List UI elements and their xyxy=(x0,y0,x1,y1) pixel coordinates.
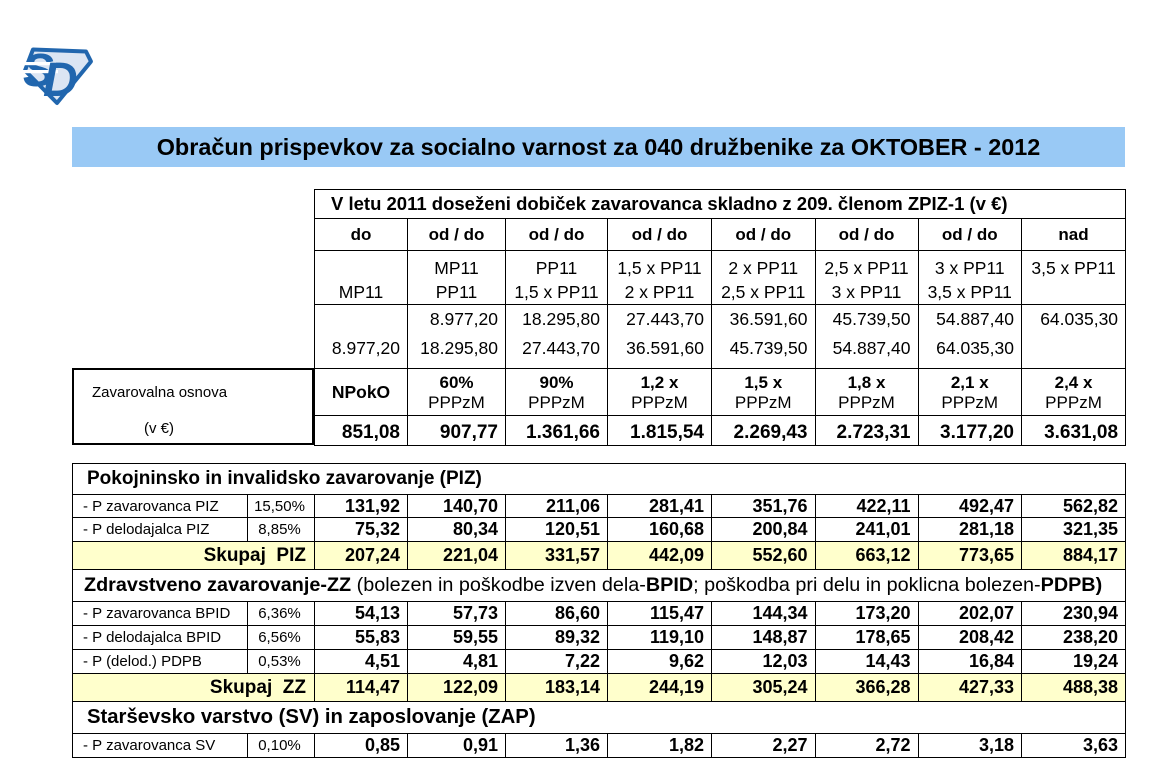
svg-text:D: D xyxy=(43,54,78,106)
